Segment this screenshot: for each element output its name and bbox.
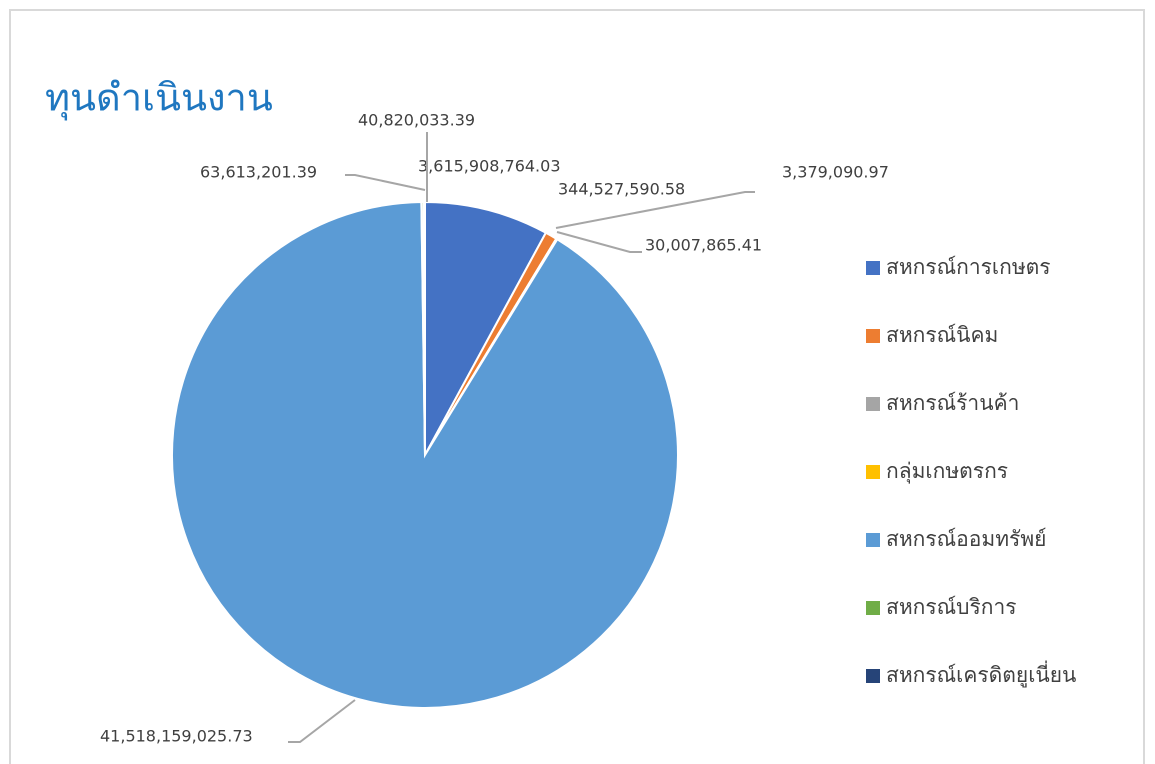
legend-label: สหกรณ์เครดิตยูเนี่ยน — [886, 660, 1076, 688]
data-label: 3,615,908,764.03 — [418, 157, 561, 176]
data-label: 41,518,159,025.73 — [100, 727, 253, 746]
chart-title: ทุนดำเนินงาน — [45, 76, 273, 121]
data-label: 63,613,201.39 — [200, 163, 317, 182]
data-label: 3,379,090.97 — [782, 163, 889, 182]
legend-label: สหกรณ์บริการ — [886, 595, 1017, 619]
pie-slice — [424, 200, 548, 456]
legend-swatch — [866, 465, 880, 479]
data-label: 40,820,033.39 — [358, 111, 475, 130]
pie-slice — [422, 200, 426, 456]
leader-line — [556, 231, 642, 253]
leader-line — [555, 191, 755, 229]
legend-swatch — [866, 669, 880, 683]
leader-line — [288, 699, 356, 743]
leader-line — [345, 174, 426, 191]
legend-label: สหกรณ์การเกษตร — [886, 255, 1051, 279]
legend-swatch — [866, 329, 880, 343]
chart-border — [9, 9, 1145, 764]
data-label: 30,007,865.41 — [645, 236, 762, 255]
data-label: 344,527,590.58 — [558, 180, 685, 199]
legend-swatch — [866, 601, 880, 615]
legend-swatch — [866, 261, 880, 275]
pie-slice — [171, 201, 679, 709]
legend-label: กลุ่มเกษตรกร — [886, 459, 1008, 484]
legend-label: สหกรณ์ออมทรัพย์ — [886, 527, 1046, 551]
legend-swatch — [866, 397, 880, 411]
legend-label: สหกรณ์ร้านค้า — [886, 391, 1019, 415]
legend-swatch — [866, 533, 880, 547]
legend-label: สหกรณ์นิคม — [886, 323, 998, 347]
